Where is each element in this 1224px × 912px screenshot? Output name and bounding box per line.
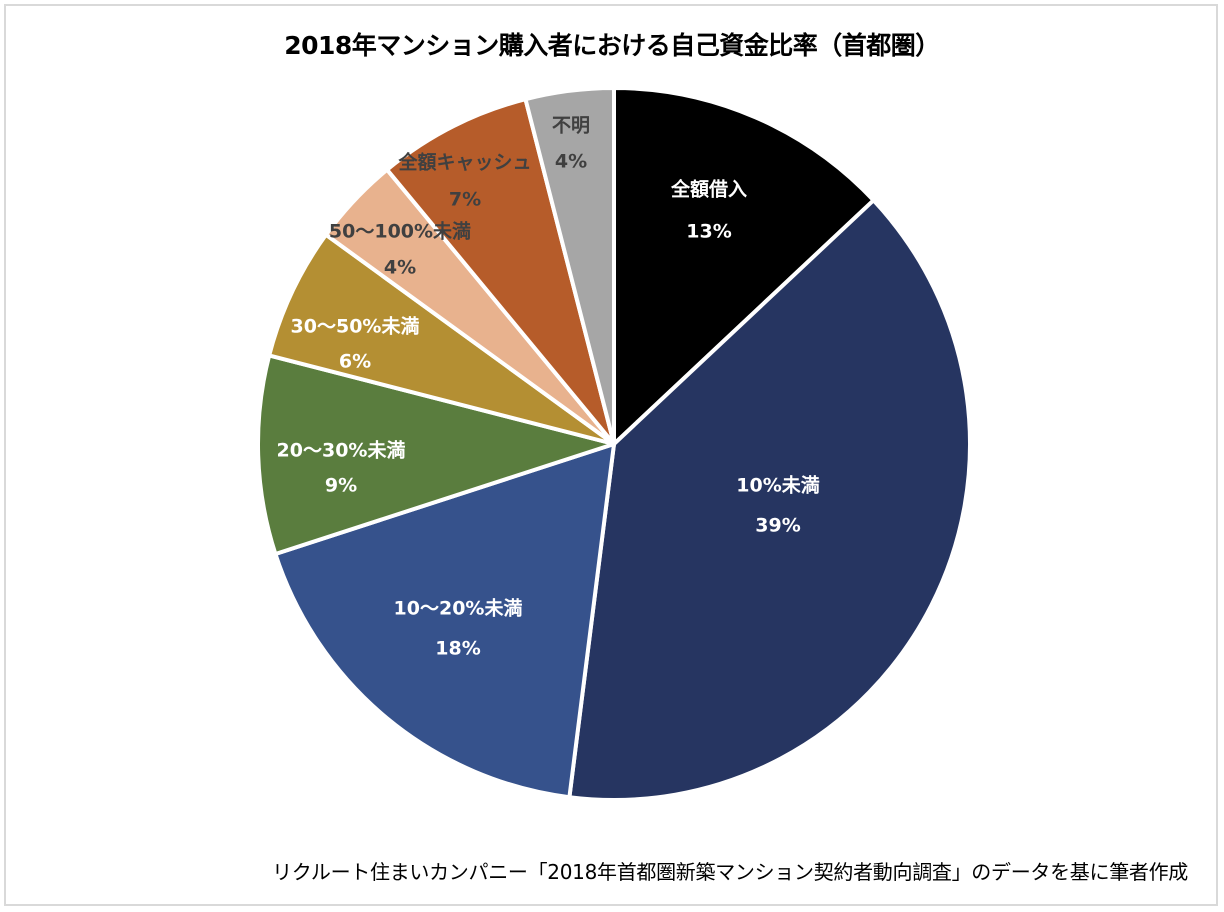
slice-value-label: 39% — [755, 515, 800, 537]
slice-value-label: 9% — [325, 475, 357, 497]
pie-slice — [567, 198, 972, 802]
pie-slice — [273, 442, 616, 800]
pie-slice — [385, 97, 616, 446]
slice-value-label: 7% — [449, 189, 481, 211]
pie-slice — [267, 232, 616, 446]
slice-value-label: 18% — [435, 638, 480, 660]
slice-value-label: 13% — [686, 221, 731, 243]
slice-value-label: 4% — [555, 151, 587, 173]
slice-value-label: 6% — [339, 351, 371, 373]
slice-label: 30〜50%未満 — [291, 315, 420, 338]
pie-slice — [523, 86, 616, 446]
pie-slice — [612, 86, 876, 446]
chart-border — [4, 4, 1218, 906]
slice-label: 不明 — [552, 115, 590, 137]
pie-labels: 全額借入 13% 10%未満 39% 10〜20%未満 18% 20〜30%未満 9% 30〜5… — [277, 115, 820, 660]
slice-label: 全額キャッシュ — [397, 151, 531, 174]
slice-label: 50〜100%未満 — [329, 220, 471, 243]
slice-value-label: 4% — [384, 257, 416, 279]
slice-label: 全額借入 — [670, 178, 747, 201]
slice-label: 10〜20%未満 — [394, 597, 523, 620]
slice-label: 20〜30%未満 — [277, 439, 406, 462]
chart-title: 2018年マンション購入者における自己資金比率（首都圏） — [284, 31, 940, 60]
source-note: リクルート住まいカンパニー「2018年首都圏新築マンション契約者動向調査」のデー… — [272, 860, 1188, 884]
pie-slice — [256, 353, 616, 557]
pie-slices — [256, 86, 972, 802]
slice-label: 10%未満 — [736, 474, 819, 497]
